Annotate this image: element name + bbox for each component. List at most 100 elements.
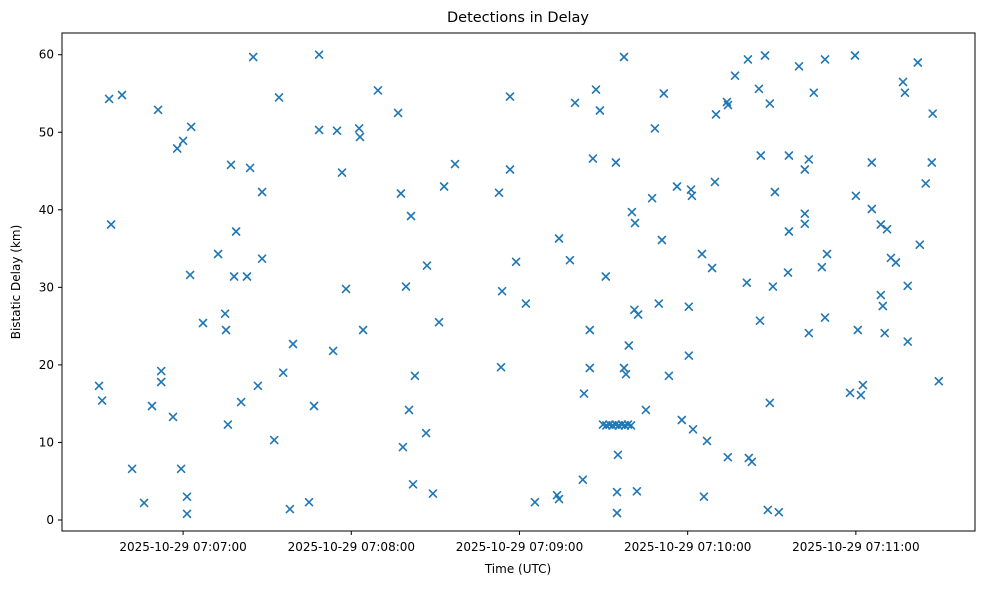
scatter-point	[434, 317, 444, 327]
scatter-point	[711, 110, 721, 119]
scatter-point	[172, 144, 182, 153]
scatter-point	[647, 193, 657, 203]
scatter-point	[921, 179, 930, 188]
scatter-point	[687, 191, 697, 201]
scatter-point	[450, 159, 460, 169]
scatter-point	[784, 151, 794, 160]
scatter-point	[494, 188, 504, 197]
scatter-point	[747, 457, 757, 467]
scatter-point	[800, 219, 810, 229]
scatter-point	[401, 282, 411, 291]
scatter-point	[156, 377, 166, 387]
scatter-point	[765, 398, 775, 408]
scatter-point	[168, 412, 178, 422]
scatter-point	[659, 89, 669, 98]
scatter-point	[845, 388, 855, 398]
scatter-point	[723, 100, 733, 110]
scatter-point	[421, 428, 431, 438]
scatter-point	[809, 88, 819, 97]
x-tick-label: 2025-10-29 07:11:00	[792, 540, 919, 554]
scatter-point	[619, 52, 629, 62]
x-tick-label: 2025-10-29 07:07:00	[119, 540, 246, 554]
scatter-point	[182, 509, 192, 519]
scatter-point	[699, 492, 709, 501]
scatter-point	[730, 71, 740, 80]
scatter-point	[104, 94, 114, 104]
scatter-point	[898, 77, 908, 87]
scatter-point	[650, 124, 660, 133]
y-tick-label: 50	[39, 125, 54, 139]
scatter-point	[314, 50, 324, 59]
scatter-point	[236, 397, 246, 407]
scatter-point	[641, 405, 651, 415]
scatter-point	[579, 389, 589, 398]
y-tick-label: 30	[39, 280, 54, 294]
scatter-point	[601, 272, 611, 281]
x-tick-label: 2025-10-29 07:09:00	[456, 540, 583, 554]
scatter-point	[743, 55, 753, 64]
scatter-point	[408, 480, 418, 489]
scatter-point	[756, 151, 766, 160]
scatter-point	[439, 182, 449, 191]
scatter-point	[231, 227, 241, 236]
scatter-point	[398, 442, 408, 452]
scatter-point	[684, 302, 694, 311]
scatter-point	[867, 204, 877, 214]
scatter-point	[774, 507, 784, 517]
scatter-point	[723, 452, 733, 462]
y-axis-label: Bistatic Delay (km)	[9, 225, 23, 340]
scatter-point	[428, 489, 438, 498]
scatter-point	[198, 318, 208, 328]
scatter-point	[856, 390, 866, 400]
scatter-point	[106, 220, 116, 229]
scatter-point	[627, 207, 637, 217]
y-tick-label: 40	[39, 203, 54, 217]
y-tick-label: 20	[39, 358, 54, 372]
scatter-point	[396, 189, 406, 198]
scatter-point	[760, 51, 770, 60]
scatter-point	[213, 249, 223, 259]
scatter-point	[94, 381, 104, 391]
scatter-point	[672, 182, 682, 191]
scatter-point	[763, 505, 773, 515]
scatter-point	[632, 487, 642, 496]
scatter-point	[373, 86, 383, 95]
scatter-point	[624, 341, 634, 350]
scatter-point	[269, 435, 279, 445]
scatter-point	[903, 337, 912, 346]
scatter-point	[406, 211, 416, 221]
scatter-point	[595, 106, 605, 115]
scatter-point	[688, 425, 698, 434]
scatter-point	[851, 191, 861, 201]
scatter-point	[876, 220, 886, 229]
scatter-point	[253, 381, 263, 391]
scatter-point	[554, 234, 564, 243]
scatter-point	[611, 158, 621, 167]
scatter-point	[612, 508, 622, 518]
scatter-point	[337, 168, 347, 177]
scatter-point	[657, 235, 667, 245]
scatter-point	[505, 92, 515, 101]
scatter-point	[853, 325, 863, 335]
scatter-point	[355, 132, 365, 142]
scatter-point	[619, 363, 629, 373]
scatter-point	[804, 328, 814, 338]
scatter-point	[570, 98, 580, 108]
scatter-point	[903, 281, 912, 291]
scatter-point	[755, 316, 765, 325]
chart-title: Detections in Delay	[447, 10, 589, 26]
scatter-point	[927, 158, 937, 167]
scatter-point	[867, 158, 877, 167]
scatter-point	[127, 464, 137, 474]
scatter-point	[223, 420, 233, 429]
scatter-point	[257, 187, 267, 197]
scatter-point	[654, 299, 664, 308]
scatter-point	[915, 240, 925, 249]
scatter-point	[117, 90, 127, 100]
scatter-point	[328, 346, 338, 356]
scatter-point	[530, 497, 540, 507]
scatter-point	[497, 286, 507, 296]
y-tick-label: 0	[46, 513, 54, 527]
y-tick-label: 60	[39, 48, 54, 62]
